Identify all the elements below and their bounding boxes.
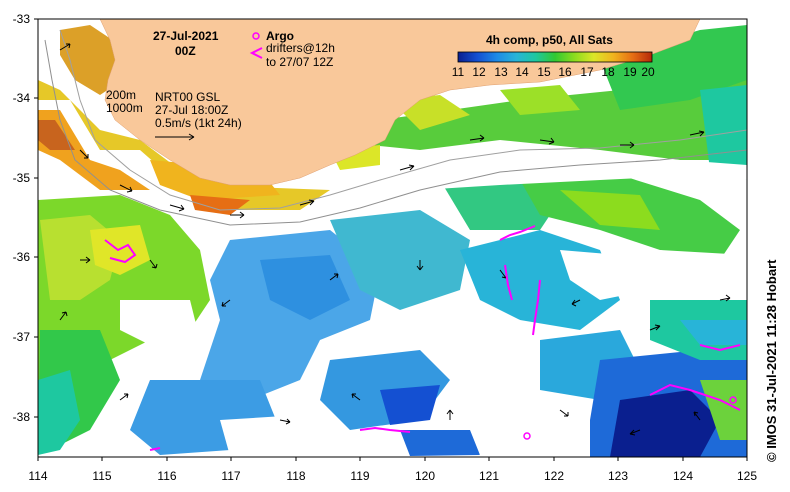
colorbar-ticks: 11 12 13 14 15 16 17 18 19 20	[452, 65, 655, 79]
argo-floats	[523, 396, 737, 440]
argo-icon	[252, 32, 260, 40]
x-tick-label: 125	[737, 469, 757, 483]
x-tick-label: 124	[673, 469, 693, 483]
current-vectors	[59, 43, 731, 436]
x-tick-label: 119	[350, 469, 369, 483]
colorbar-tick: 11	[452, 65, 465, 79]
x-tick-labels: 114 115 116 117 118 119 120 121 122 123 …	[28, 469, 757, 483]
argo-label: Argo	[266, 29, 294, 43]
colorbar-tick: 19	[623, 65, 637, 79]
drifter-icon	[249, 47, 263, 59]
colorbar-tick: 12	[472, 65, 486, 79]
x-tick-label: 118	[286, 469, 305, 483]
x-tick-label: 122	[544, 469, 564, 483]
vector-scale-arrow	[155, 133, 195, 141]
plot-area	[38, 19, 747, 457]
colorbar	[457, 51, 653, 63]
map-date: 27-Jul-2021	[153, 29, 219, 43]
x-tick-label: 116	[157, 469, 176, 483]
drifter-tracks	[104, 225, 741, 451]
colorbar-tick: 14	[515, 65, 529, 79]
credit-label: © IMOS 31-Jul-2021 11:28 Hobart	[764, 259, 779, 463]
colorbar-title: 4h comp, p50, All Sats	[486, 33, 613, 47]
y-tick-label: -37	[13, 330, 31, 344]
plot-frame	[37, 18, 748, 458]
y-tick-label: -33	[13, 12, 31, 26]
y-tick-label: -34	[13, 91, 31, 105]
x-tick-label: 117	[221, 469, 240, 483]
drifter-label-2: to 27/07 12Z	[266, 55, 333, 69]
colorbar-tick: 16	[558, 65, 572, 79]
y-tick-label: -35	[13, 171, 31, 185]
isobath-200-label: 200m	[106, 88, 136, 102]
isobath-1000-label: 1000m	[106, 101, 143, 115]
x-tick-label: 114	[28, 469, 47, 483]
x-tick-label: 121	[479, 469, 499, 483]
vector-scale-label: 0.5m/s (1kt 24h)	[155, 116, 242, 130]
map-hour: 00Z	[175, 44, 196, 58]
x-tick-label: 120	[415, 469, 435, 483]
isobaths	[44, 29, 747, 226]
drifter-label-1: drifters@12h	[266, 41, 335, 55]
sst-field	[38, 25, 747, 457]
colorbar-tick: 17	[580, 65, 594, 79]
product-name: NRT00 GSL	[155, 90, 220, 104]
y-axis	[34, 18, 38, 418]
x-tick-label: 123	[608, 469, 628, 483]
x-tick-label: 115	[92, 469, 111, 483]
colorbar-tick: 18	[601, 65, 615, 79]
colorbar-tick: 15	[537, 65, 551, 79]
product-time: 27-Jul 18:00Z	[155, 103, 228, 117]
x-axis	[37, 457, 748, 461]
y-tick-label: -36	[13, 250, 31, 264]
y-tick-labels: -33 -34 -35 -36 -37 -38	[13, 12, 31, 424]
y-tick-label: -38	[13, 410, 31, 424]
colorbar-tick: 20	[641, 65, 655, 79]
colorbar-tick: 13	[494, 65, 508, 79]
